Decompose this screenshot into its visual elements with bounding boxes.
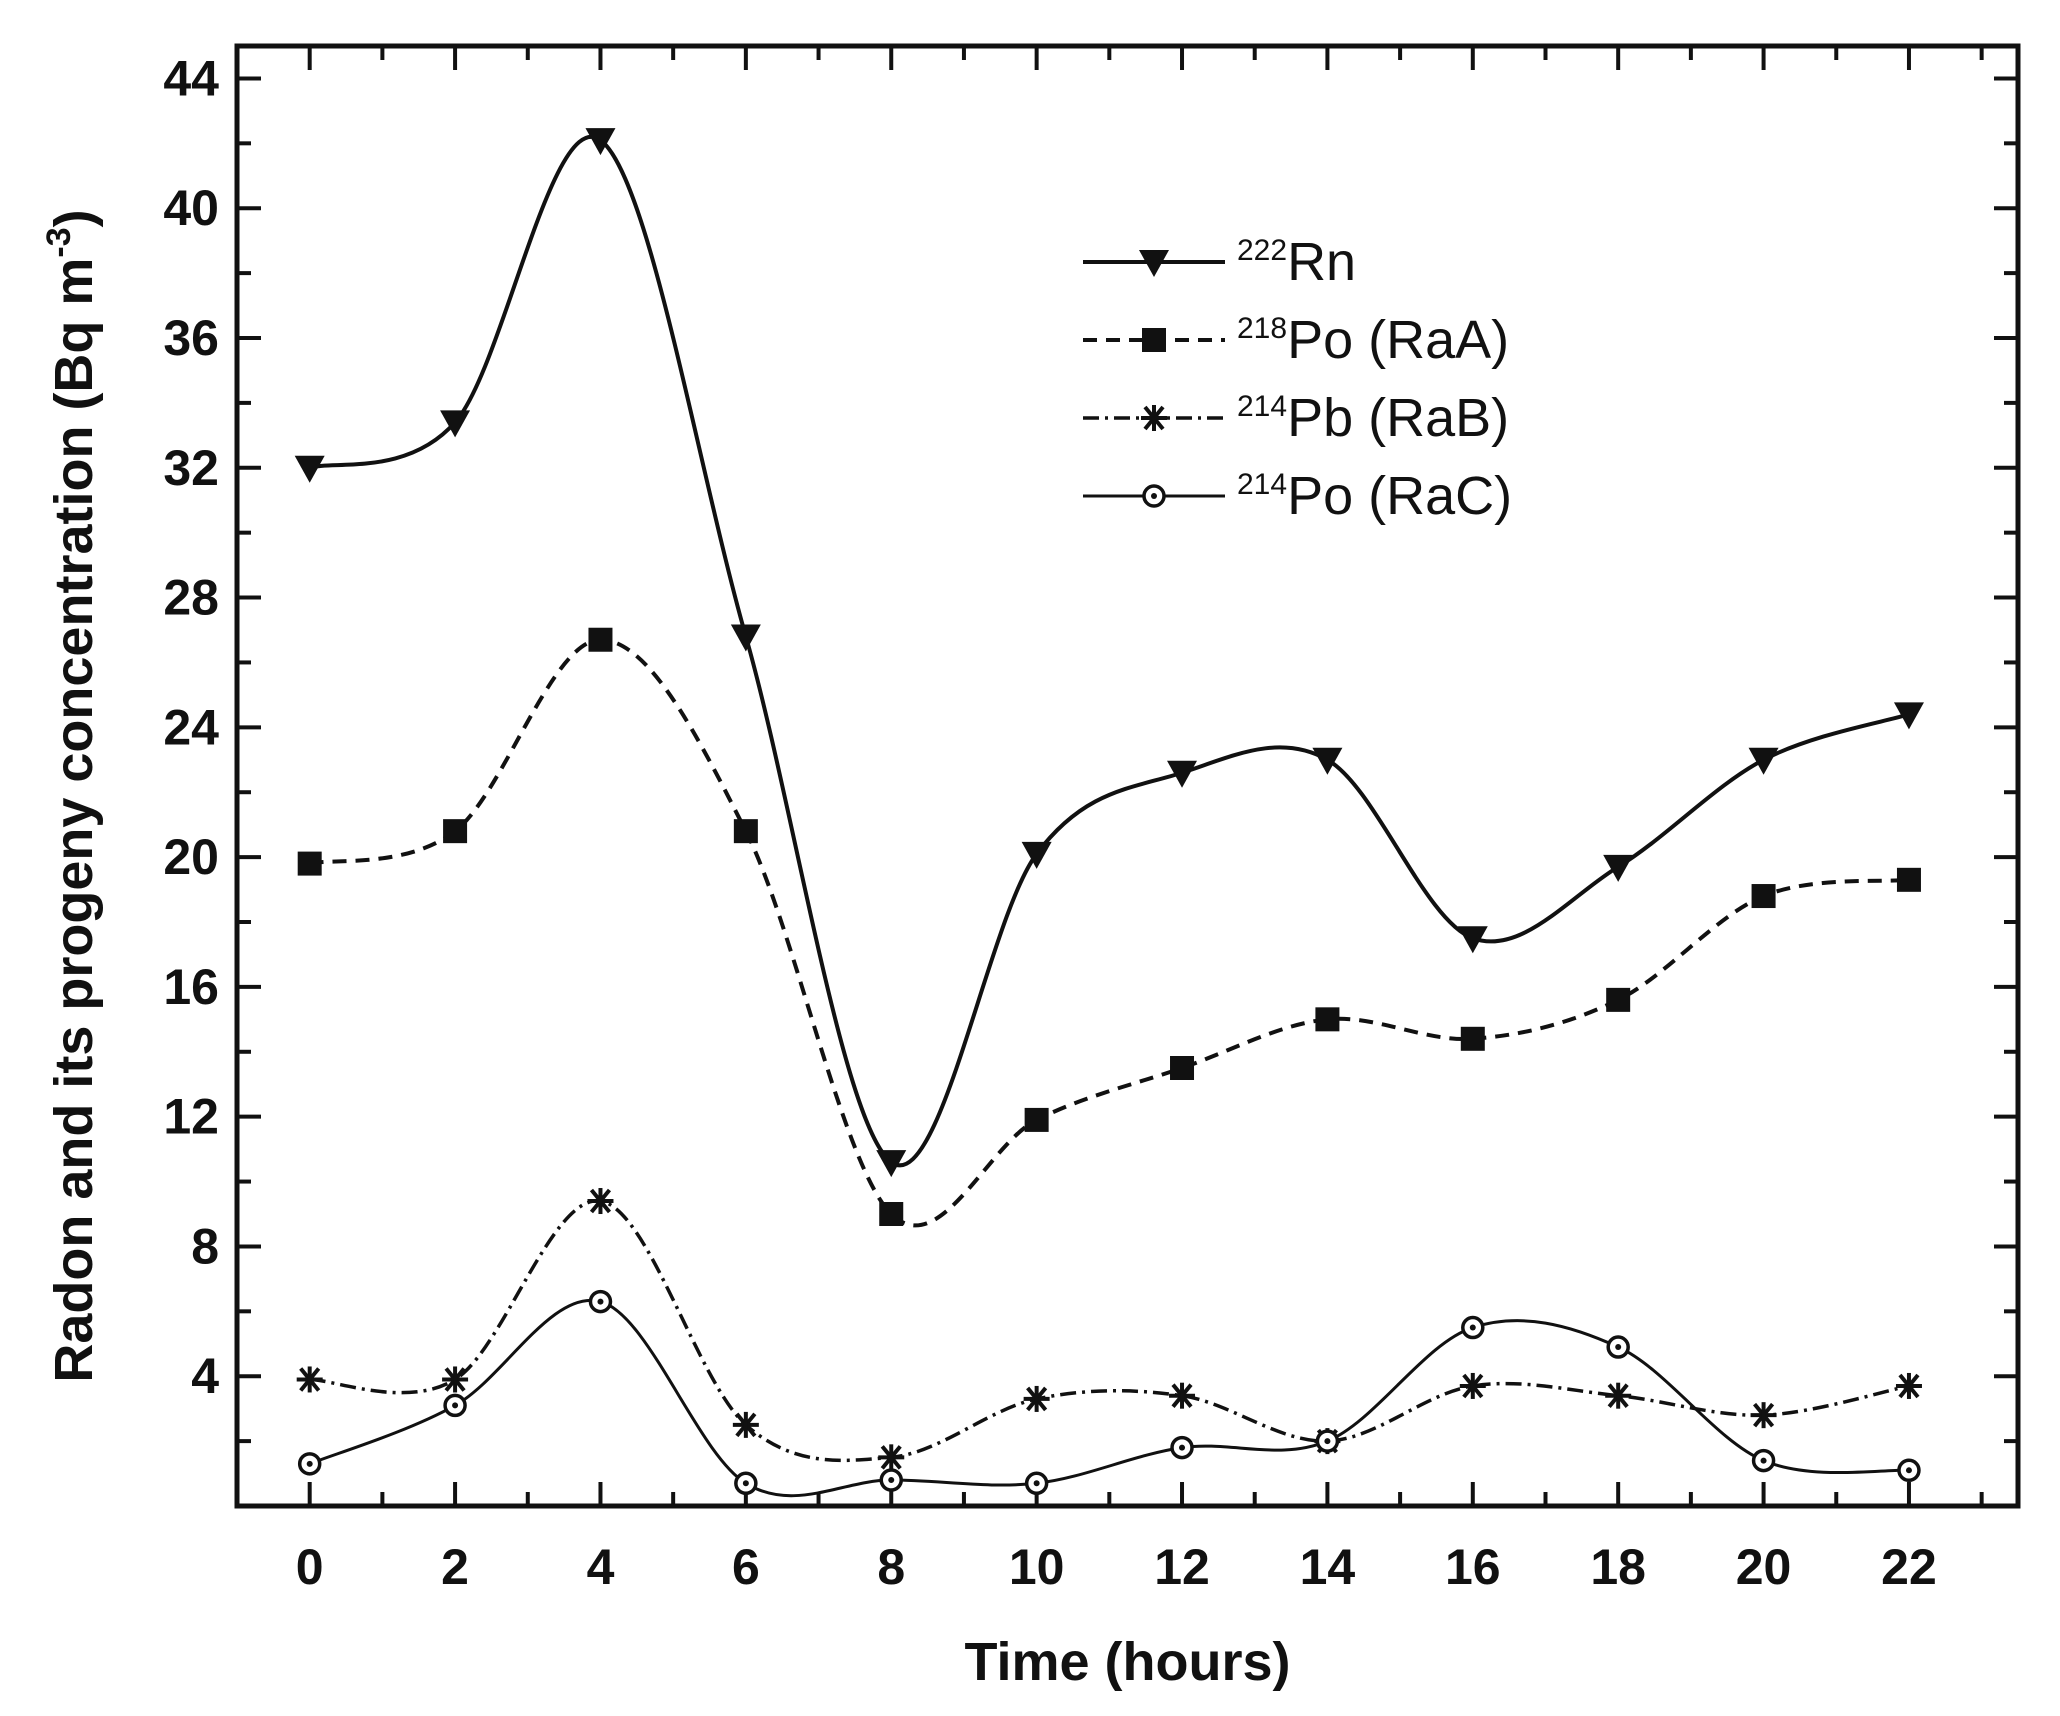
- x-axis-title: Time (hours): [964, 1632, 1290, 1692]
- y-tick-label: 32: [163, 440, 219, 496]
- x-tick-label: 20: [1736, 1539, 1792, 1595]
- x-tick-label: 2: [441, 1539, 469, 1595]
- data-point-series-3-center: [306, 1460, 313, 1467]
- data-point-series-0: [1312, 747, 1343, 775]
- data-point-series-1: [1170, 1056, 1195, 1080]
- data-point-series-2: [296, 1366, 323, 1393]
- y-tick-label: 16: [163, 959, 219, 1015]
- x-tick-label: 8: [877, 1539, 905, 1595]
- data-point-series-0: [730, 624, 761, 652]
- data-point-series-0: [876, 1150, 907, 1178]
- data-point-series-2: [1023, 1385, 1050, 1412]
- data-point-series-2: [1605, 1382, 1632, 1409]
- x-tick-label: 14: [1300, 1539, 1356, 1595]
- data-point-series-2: [442, 1366, 469, 1393]
- x-tick-label: 10: [1009, 1539, 1065, 1595]
- data-point-series-3-center: [1324, 1438, 1331, 1445]
- data-point-series-3-center: [1033, 1480, 1040, 1487]
- data-point-series-0: [294, 455, 325, 483]
- data-point-series-0: [1021, 841, 1052, 869]
- data-point-series-1: [1896, 867, 1921, 892]
- data-point-series-3-center: [742, 1480, 749, 1487]
- legend-label-0: 222Rn: [1237, 232, 1356, 292]
- y-tick-label: 40: [163, 180, 219, 236]
- data-point-series-1: [733, 819, 758, 844]
- x-tick-label: 22: [1881, 1539, 1937, 1595]
- series-line-0: [309, 134, 1910, 1168]
- series-line-2: [309, 1199, 1910, 1463]
- series-line-1: [309, 637, 1910, 1228]
- series-line-3: [309, 1298, 1910, 1498]
- data-point-series-2: [1750, 1402, 1777, 1429]
- data-point-series-3-center: [1905, 1467, 1912, 1474]
- legend-label-2: 214Pb (RaB): [1237, 388, 1509, 448]
- legend-marker-2: [1141, 405, 1167, 431]
- data-point-series-2: [1895, 1372, 1922, 1399]
- data-point-series-3-center: [597, 1298, 604, 1305]
- data-point-series-2: [587, 1188, 614, 1215]
- x-tick-label: 4: [587, 1539, 615, 1595]
- x-tick-label: 12: [1154, 1539, 1210, 1595]
- data-point-series-1: [443, 819, 468, 844]
- data-point-series-1: [1606, 987, 1631, 1012]
- data-point-series-1: [1315, 1007, 1340, 1032]
- legend-marker-1: [1142, 328, 1166, 352]
- data-point-series-0: [440, 410, 471, 438]
- data-point-series-1: [297, 851, 322, 876]
- data-point-series-3-center: [888, 1477, 895, 1484]
- y-tick-label: 28: [163, 570, 219, 626]
- legend: 222Rn 218Po (RaA) 214Pb (RaB) 214Po (RaC): [1083, 232, 1512, 526]
- data-point-series-3-center: [1760, 1457, 1767, 1464]
- data-point-series-3-center: [1615, 1344, 1622, 1351]
- x-tick-label: 6: [732, 1539, 760, 1595]
- data-point-series-3-center: [452, 1402, 459, 1409]
- data-point-series-1: [1751, 884, 1776, 909]
- data-point-series-3-center: [1179, 1444, 1186, 1451]
- y-axis-title: Radon and its progeny concentration (Bq …: [40, 209, 104, 1382]
- legend-label-3: 214Po (RaC): [1237, 466, 1512, 526]
- data-point-series-0: [1167, 760, 1198, 788]
- legend-label-1: 218Po (RaA): [1237, 310, 1509, 370]
- y-tick-label: 44: [163, 50, 219, 106]
- data-point-series-1: [1460, 1026, 1485, 1051]
- y-tick-label: 12: [163, 1089, 219, 1145]
- data-point-series-2: [1169, 1382, 1196, 1409]
- plot-frame: [234, 43, 2021, 1509]
- y-tick-label: 36: [163, 310, 219, 366]
- data-point-series-2: [1459, 1372, 1486, 1399]
- legend-marker-0: [1139, 250, 1169, 277]
- y-tick-label: 8: [191, 1218, 219, 1274]
- data-point-series-2: [878, 1444, 905, 1471]
- data-point-series-0: [1457, 926, 1488, 954]
- data-point-series-0: [585, 128, 616, 156]
- data-point-series-0: [1603, 854, 1634, 882]
- x-tick-label: 18: [1590, 1539, 1646, 1595]
- y-tick-label: 20: [163, 829, 219, 885]
- y-tick-label: 4: [191, 1348, 219, 1404]
- data-point-series-2: [732, 1411, 759, 1438]
- data-point-series-1: [879, 1202, 904, 1226]
- x-tick-label: 16: [1445, 1539, 1501, 1595]
- data-point-series-0: [1893, 702, 1924, 730]
- x-tick-label: 0: [296, 1539, 324, 1595]
- y-tick-label: 24: [163, 699, 219, 755]
- data-point-series-0: [1748, 747, 1779, 775]
- legend-marker-3-center: [1151, 493, 1157, 499]
- data-point-series-3-center: [1469, 1324, 1476, 1331]
- data-point-series-1: [588, 627, 613, 652]
- data-point-series-1: [1024, 1107, 1049, 1132]
